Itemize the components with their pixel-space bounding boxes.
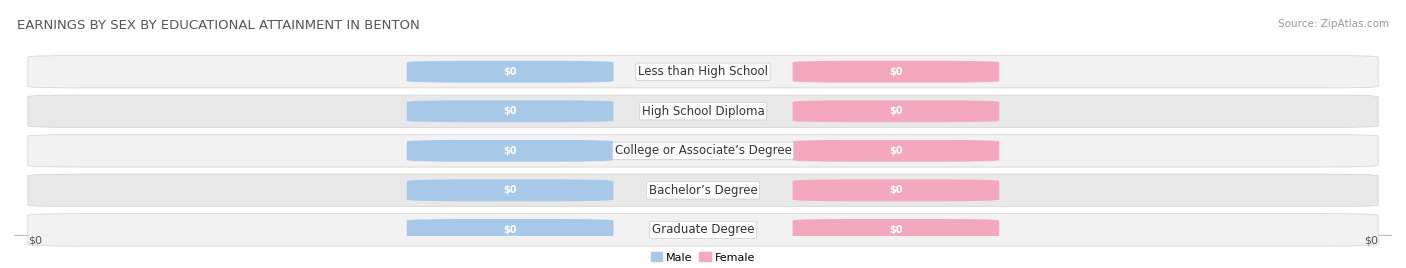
Text: Source: ZipAtlas.com: Source: ZipAtlas.com [1278,19,1389,29]
FancyBboxPatch shape [28,174,1378,207]
Text: $0: $0 [889,67,903,77]
Text: EARNINGS BY SEX BY EDUCATIONAL ATTAINMENT IN BENTON: EARNINGS BY SEX BY EDUCATIONAL ATTAINMEN… [17,19,419,32]
FancyBboxPatch shape [28,135,1378,167]
Text: Bachelor’s Degree: Bachelor’s Degree [648,184,758,197]
FancyBboxPatch shape [406,219,613,241]
Text: $0: $0 [503,146,517,156]
Text: Graduate Degree: Graduate Degree [652,224,754,236]
FancyBboxPatch shape [793,61,1000,83]
FancyBboxPatch shape [793,140,1000,162]
FancyBboxPatch shape [406,180,613,201]
Text: High School Diploma: High School Diploma [641,105,765,118]
FancyBboxPatch shape [406,61,613,83]
Text: $0: $0 [503,225,517,235]
FancyBboxPatch shape [28,55,1378,88]
Text: $0: $0 [889,185,903,195]
FancyBboxPatch shape [406,140,613,162]
FancyBboxPatch shape [793,180,1000,201]
FancyBboxPatch shape [406,100,613,122]
Text: $0: $0 [1364,235,1378,245]
FancyBboxPatch shape [28,95,1378,128]
FancyBboxPatch shape [28,214,1378,246]
Text: $0: $0 [28,235,42,245]
Text: $0: $0 [503,185,517,195]
Text: $0: $0 [889,146,903,156]
Text: $0: $0 [503,106,517,116]
Text: Less than High School: Less than High School [638,65,768,78]
Text: College or Associate’s Degree: College or Associate’s Degree [614,144,792,157]
Legend: Male, Female: Male, Female [647,248,759,267]
Text: $0: $0 [889,106,903,116]
FancyBboxPatch shape [793,100,1000,122]
Text: $0: $0 [889,225,903,235]
Text: $0: $0 [503,67,517,77]
FancyBboxPatch shape [793,219,1000,241]
